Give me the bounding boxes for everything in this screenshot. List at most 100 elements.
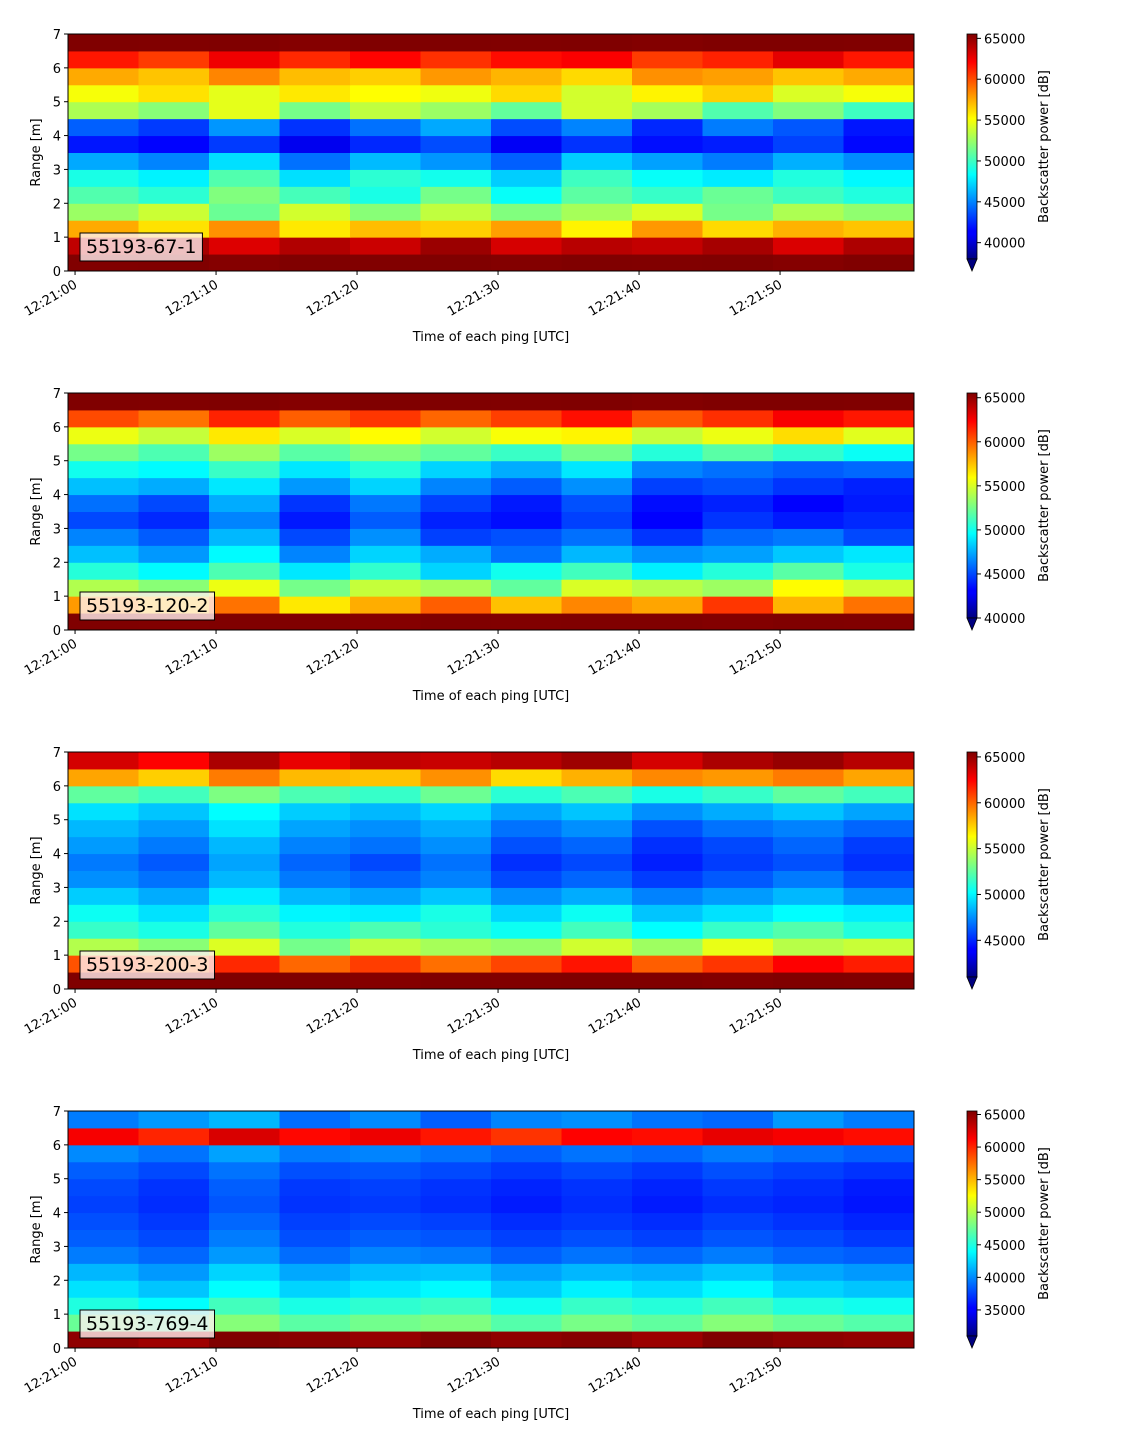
colorbar-label: Backscatter power [dB] xyxy=(1037,788,1052,941)
cell xyxy=(632,169,703,187)
cell xyxy=(68,67,139,86)
cell xyxy=(632,393,703,411)
cell xyxy=(209,50,280,69)
cell xyxy=(420,972,492,989)
cell xyxy=(773,152,844,170)
colorbar-tick-label: 45000 xyxy=(984,1239,1025,1254)
cell xyxy=(773,1263,844,1281)
cell xyxy=(350,1331,421,1348)
cell xyxy=(279,50,351,69)
colorbar-tick-label: 45000 xyxy=(984,196,1025,211)
y-tick-label: 1 xyxy=(53,590,61,605)
y-tick-label: 1 xyxy=(53,949,61,964)
cell xyxy=(632,1314,703,1332)
cell xyxy=(491,220,562,238)
cell xyxy=(209,1195,280,1214)
cell xyxy=(702,203,774,221)
cell xyxy=(702,819,774,838)
annotation: 55193-769-4 xyxy=(86,1313,209,1335)
cell xyxy=(420,596,492,614)
x-tick-label: 12:21:30 xyxy=(445,277,503,319)
cell xyxy=(843,393,914,411)
cell xyxy=(68,1161,139,1180)
cell xyxy=(632,853,703,871)
y-tick-label: 5 xyxy=(53,1173,61,1188)
cell xyxy=(491,426,562,445)
cell xyxy=(632,579,703,597)
cell xyxy=(702,254,774,271)
cell xyxy=(632,101,703,120)
cell xyxy=(138,870,210,888)
cell xyxy=(209,972,280,989)
cell xyxy=(138,921,210,939)
cell xyxy=(279,220,351,238)
cell xyxy=(843,904,914,922)
cell xyxy=(209,870,280,888)
cell xyxy=(561,1212,633,1230)
x-tick-label: 12:21:00 xyxy=(22,636,80,678)
cell xyxy=(420,409,492,428)
cell xyxy=(561,443,633,462)
cell xyxy=(420,887,492,905)
cell xyxy=(561,1297,633,1315)
cell xyxy=(350,84,421,103)
cell xyxy=(632,528,703,546)
cell xyxy=(632,1263,703,1281)
cell xyxy=(279,443,351,462)
cell xyxy=(279,426,351,445)
cell xyxy=(843,972,914,989)
cell xyxy=(68,152,139,170)
cell xyxy=(561,237,633,255)
cell xyxy=(561,1161,633,1180)
cell xyxy=(209,426,280,445)
cell xyxy=(350,1161,421,1180)
cell xyxy=(702,393,774,411)
colorbar-tick-label: 60000 xyxy=(984,1141,1025,1156)
cell xyxy=(702,1280,774,1298)
cell xyxy=(420,254,492,271)
cell xyxy=(209,511,280,529)
cell xyxy=(843,511,914,529)
cell xyxy=(420,752,492,770)
cell xyxy=(350,443,421,462)
cell xyxy=(843,494,914,512)
cell xyxy=(209,596,280,614)
cell xyxy=(632,135,703,153)
cell xyxy=(420,545,492,563)
cell xyxy=(561,84,633,103)
cell xyxy=(773,67,844,86)
cell xyxy=(773,186,844,204)
cell xyxy=(561,1280,633,1298)
cell xyxy=(773,409,844,428)
y-tick-label: 4 xyxy=(53,1207,61,1222)
cell xyxy=(491,785,562,804)
cell xyxy=(68,819,139,838)
x-tick-label: 12:21:20 xyxy=(304,277,362,319)
x-tick-label: 12:21:10 xyxy=(163,277,221,319)
annotation-box xyxy=(79,950,216,980)
colorbar-tick-label: 65000 xyxy=(984,392,1025,407)
cell xyxy=(491,1331,562,1348)
cell xyxy=(68,511,139,529)
colorbar-extend xyxy=(966,1335,978,1350)
cell xyxy=(702,220,774,238)
cell xyxy=(632,1144,703,1163)
cell xyxy=(773,1297,844,1315)
cell xyxy=(138,562,210,580)
cell xyxy=(843,802,914,821)
cell xyxy=(350,494,421,512)
cell xyxy=(702,1263,774,1281)
cell xyxy=(491,67,562,86)
colorbar-tick-label: 40000 xyxy=(984,612,1025,627)
cell xyxy=(491,1229,562,1247)
colorbar-tick-label: 50000 xyxy=(984,524,1025,539)
cell xyxy=(209,768,280,787)
plot-frame xyxy=(67,33,915,272)
cell xyxy=(420,1111,492,1129)
cell xyxy=(138,1229,210,1247)
panel: 0 1 2 3 4 5 6 7 12:21:00 12:21:10 12:21:20 12:21:30… xyxy=(22,387,1052,704)
cell xyxy=(209,220,280,238)
cell xyxy=(279,752,351,770)
cell xyxy=(843,1229,914,1247)
cell xyxy=(843,1331,914,1348)
